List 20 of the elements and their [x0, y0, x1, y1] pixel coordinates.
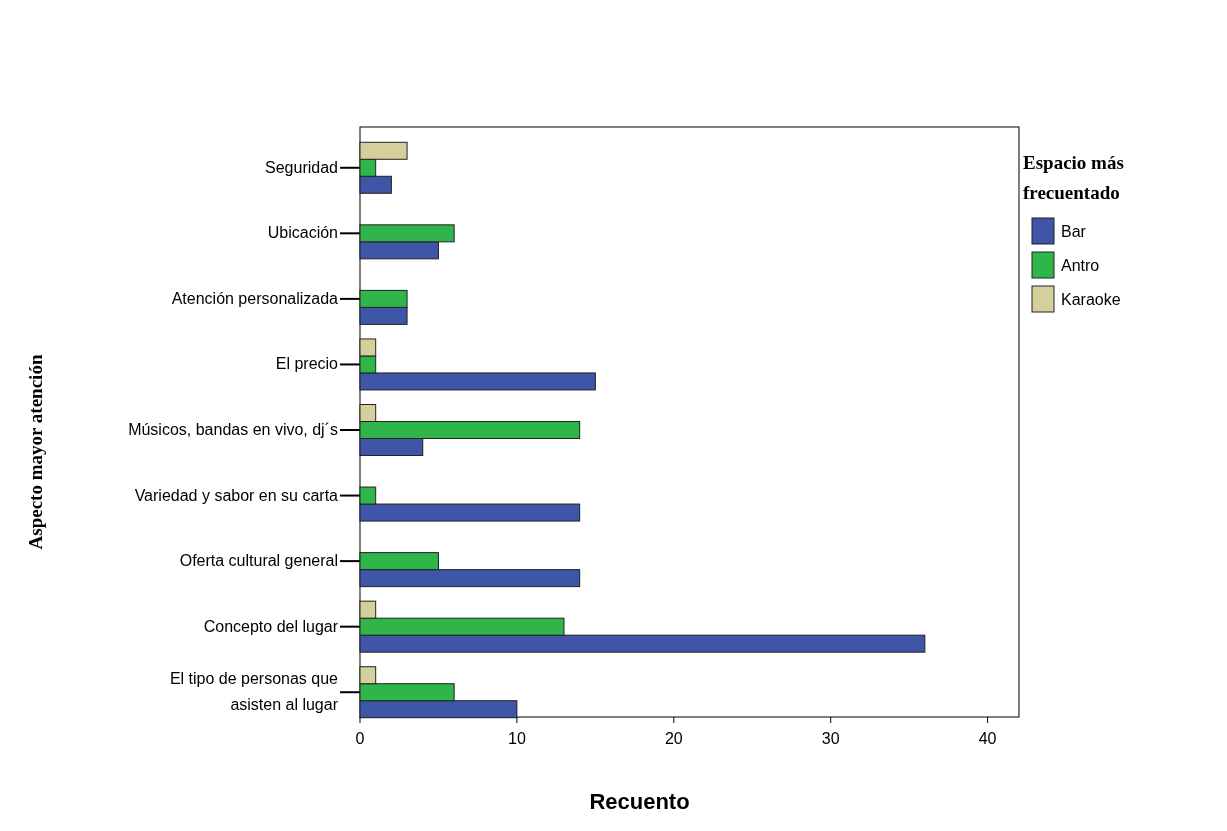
y-tick-label: Ubicación — [267, 224, 338, 242]
y-tick-label: Concepto del lugar — [203, 617, 339, 635]
legend-label: Bar — [1061, 223, 1087, 240]
x-tick-label: 40 — [978, 730, 997, 747]
x-axis-title: Recuento — [589, 789, 690, 814]
x-tick-label: 30 — [821, 730, 840, 747]
legend-label: Karaoke — [1061, 291, 1121, 308]
y-tick-label: Músicos, bandas en vivo, dj´s — [128, 421, 338, 438]
y-tick-label: El tipo de personas que asisten al lugar — [169, 670, 339, 714]
x-tick-label: 20 — [664, 730, 683, 747]
legend-label: Antro — [1061, 257, 1100, 274]
y-tick-label: El precio — [275, 355, 339, 373]
x-tick-label: 0 — [355, 730, 365, 747]
y-axis-title: Aspecto mayor atención — [25, 354, 46, 550]
y-tick-label: Atención personalizada — [171, 289, 339, 307]
y-tick-label: Variedad y sabor en su carta — [134, 486, 339, 504]
y-tick-label: Oferta cultural general — [179, 552, 338, 570]
y-tick-label: Seguridad — [265, 158, 338, 176]
legend-title: Espacio más frecuentado — [1023, 152, 1124, 203]
x-tick-label: 10 — [508, 730, 526, 747]
